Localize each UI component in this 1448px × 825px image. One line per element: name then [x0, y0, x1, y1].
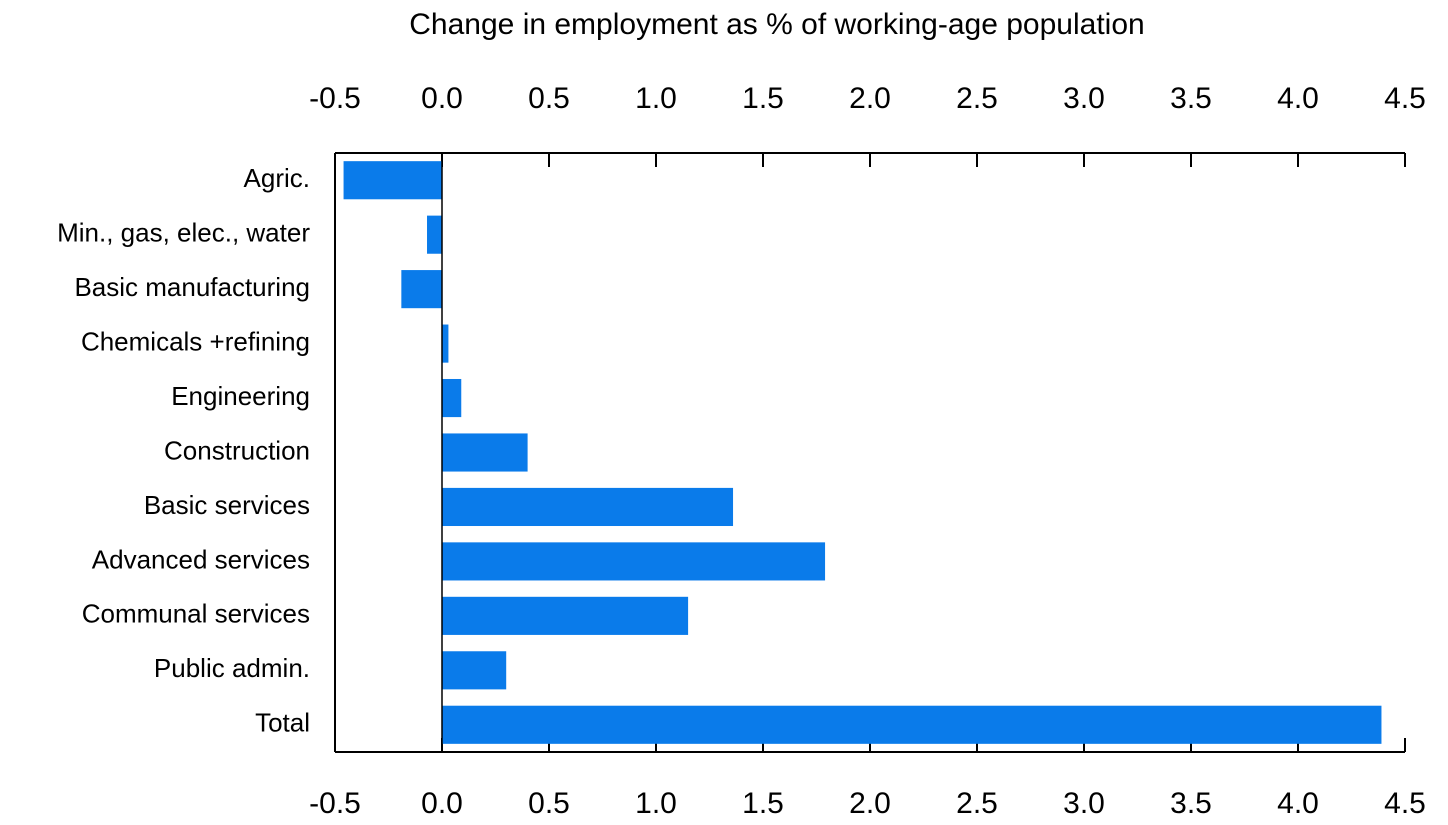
- bar: [442, 596, 689, 635]
- y-tick-label: Min., gas, elec., water: [57, 218, 310, 248]
- y-tick-label: Public admin.: [154, 653, 310, 683]
- x-tick-label: 3.5: [1170, 82, 1212, 115]
- x-tick-label: 1.5: [742, 82, 784, 115]
- x-tick-label: 2.5: [956, 82, 998, 115]
- x-tick-label: 0.0: [421, 82, 463, 115]
- x-tick-label: 3.5: [1170, 787, 1212, 820]
- y-tick-label: Construction: [164, 435, 310, 465]
- bar: [442, 487, 734, 527]
- x-tick-label: 0.5: [528, 787, 570, 820]
- x-tick-label: 1.5: [742, 787, 784, 820]
- x-tick-label: 4.0: [1277, 787, 1319, 820]
- bar: [343, 161, 442, 200]
- bar: [442, 651, 507, 690]
- x-tick-label: 2.0: [849, 787, 891, 820]
- x-tick-label: 3.0: [1063, 82, 1105, 115]
- bar: [401, 270, 442, 309]
- x-tick-label: 1.0: [635, 82, 677, 115]
- bar: [442, 705, 1382, 744]
- bar: [442, 542, 826, 581]
- x-tick-label: -0.5: [309, 82, 361, 115]
- y-tick-label: Advanced services: [92, 544, 310, 574]
- x-tick-label: -0.5: [309, 787, 361, 820]
- x-tick-label: 2.0: [849, 82, 891, 115]
- bar: [442, 378, 462, 418]
- y-tick-label: Engineering: [171, 381, 310, 411]
- y-tick-label: Communal services: [82, 599, 310, 629]
- bar: [427, 215, 442, 254]
- x-tick-label: 2.5: [956, 787, 998, 820]
- y-tick-label: Total: [255, 708, 310, 738]
- bar: [442, 433, 528, 472]
- y-tick-label: Chemicals +refining: [81, 326, 310, 356]
- x-tick-label: 4.5: [1384, 82, 1426, 115]
- x-tick-label: 4.5: [1384, 787, 1426, 820]
- bar: [442, 324, 449, 363]
- y-tick-label: Basic manufacturing: [74, 272, 310, 302]
- x-tick-label: 4.0: [1277, 82, 1319, 115]
- x-tick-label: 0.5: [528, 82, 570, 115]
- y-tick-label: Basic services: [144, 490, 310, 520]
- y-tick-label: Agric.: [244, 163, 310, 193]
- chart-title: Change in employment as % of working-age…: [409, 8, 1144, 41]
- x-tick-label: 3.0: [1063, 787, 1105, 820]
- x-tick-label: 0.0: [421, 787, 463, 820]
- x-tick-label: 1.0: [635, 787, 677, 820]
